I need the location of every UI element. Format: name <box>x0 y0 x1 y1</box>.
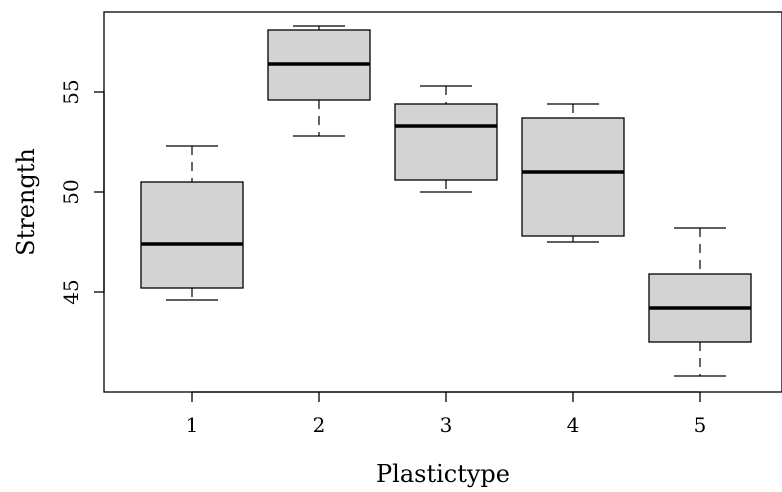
iqr-box <box>140 181 244 289</box>
x-axis-title: Plastictype <box>376 460 510 488</box>
box-5 <box>648 227 752 377</box>
y-tick-label: 55 <box>59 79 83 104</box>
x-tick-label: 1 <box>186 413 199 437</box>
x-tick-label: 5 <box>694 413 707 437</box>
x-tick-label: 3 <box>440 413 453 437</box>
box-4 <box>521 103 625 243</box>
y-axis: 45 50 55 <box>59 79 105 305</box>
y-axis-title: Strength <box>12 148 40 256</box>
x-tick-label: 2 <box>313 413 326 437</box>
box-3 <box>394 85 498 193</box>
iqr-box <box>521 117 625 237</box>
boxes-group <box>140 25 752 377</box>
x-tick-label: 4 <box>567 413 580 437</box>
box-1 <box>140 145 244 301</box>
iqr-box <box>394 103 498 181</box>
x-axis: 1 2 3 4 5 <box>186 391 707 437</box>
y-tick-label: 45 <box>59 279 83 304</box>
box-2 <box>267 25 371 137</box>
y-tick-label: 50 <box>59 179 83 204</box>
